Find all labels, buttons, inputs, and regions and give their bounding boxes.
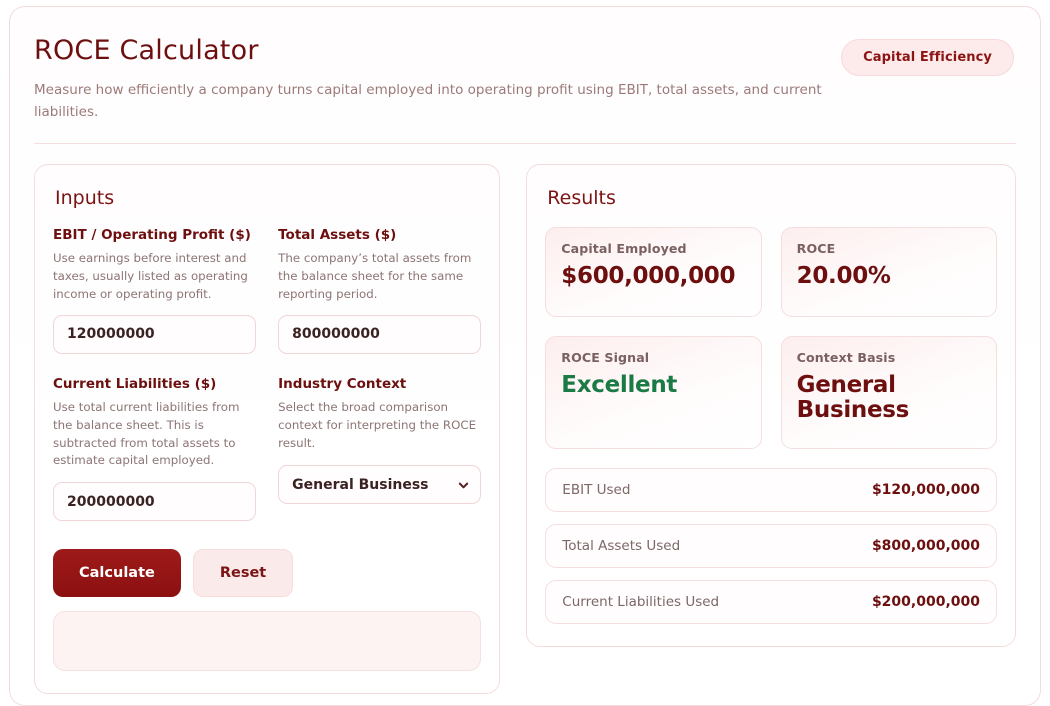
stat-roce-value: 20.00% [796, 262, 891, 289]
field-ebit: EBIT / Operating Profit ($) Use earnings… [53, 226, 257, 358]
results-panel: Results Capital Employed $600,000,000 RO… [526, 163, 1016, 647]
results-heading: Results [547, 186, 616, 209]
field-total-assets: Total Assets ($) The company’s total ass… [278, 226, 482, 358]
stat-capital-employed-label: Capital Employed [561, 240, 687, 256]
field-current-liabilities-help: Use total current liabilities from the b… [53, 400, 240, 468]
inputs-heading: Inputs [55, 186, 115, 209]
field-total-assets-help: The company’s total assets from the bala… [278, 251, 472, 301]
current-liabilities-input[interactable] [53, 482, 257, 522]
inputs-grid: EBIT / Operating Profit ($) Use earnings… [53, 226, 482, 526]
ebit-input[interactable] [53, 314, 257, 354]
total-assets-input[interactable] [278, 314, 482, 354]
page-card: ROCE Calculator Measure how efficiently … [9, 6, 1041, 706]
industry-context-select-wrap: General Business [278, 465, 482, 505]
inputs-panel: Inputs EBIT / Operating Profit ($) Use e… [34, 163, 501, 695]
results-rows: EBIT Used $120,000,000 Total Assets Used… [545, 467, 997, 624]
notes-panel [53, 611, 482, 672]
table-row: EBIT Used $120,000,000 [545, 467, 997, 512]
main-columns: Inputs EBIT / Operating Profit ($) Use e… [34, 163, 1016, 695]
stat-roce: ROCE 20.00% [780, 226, 997, 317]
field-industry-context-label: Industry Context [278, 375, 407, 392]
row-value-total-assets-used: $800,000,000 [871, 537, 980, 554]
industry-context-select[interactable]: General Business [278, 465, 482, 505]
field-total-assets-label: Total Assets ($) [278, 226, 397, 243]
page-subtitle: Measure how efficiently a company turns … [34, 82, 822, 121]
field-industry-context-help: Select the broad comparison context for … [278, 400, 477, 450]
row-value-ebit-used: $120,000,000 [871, 481, 980, 498]
calculate-button[interactable]: Calculate [53, 549, 181, 598]
field-ebit-label: EBIT / Operating Profit ($) [53, 226, 251, 243]
row-label-ebit-used: EBIT Used [562, 481, 631, 498]
field-ebit-help: Use earnings before interest and taxes, … [53, 251, 248, 301]
page-title: ROCE Calculator [34, 35, 259, 66]
field-current-liabilities: Current Liabilities ($) Use total curren… [53, 375, 257, 526]
row-label-total-assets-used: Total Assets Used [562, 537, 681, 554]
stat-roce-signal-value: Excellent [561, 371, 678, 398]
field-current-liabilities-label: Current Liabilities ($) [53, 375, 217, 392]
results-stat-grid: Capital Employed $600,000,000 ROCE 20.00… [545, 226, 997, 449]
stat-context-basis: Context Basis General Business [780, 335, 997, 449]
reset-button[interactable]: Reset [192, 549, 294, 598]
stat-capital-employed-value: $600,000,000 [561, 262, 736, 289]
page-header: ROCE Calculator Measure how efficiently … [34, 35, 1016, 124]
header-divider [34, 142, 1016, 144]
stat-context-basis-label: Context Basis [796, 349, 896, 365]
stat-roce-signal: ROCE Signal Excellent [545, 335, 762, 449]
stat-roce-label: ROCE [796, 240, 836, 256]
inputs-actions: Calculate Reset [53, 549, 481, 598]
status-badge: Capital Efficiency [841, 39, 1014, 76]
table-row: Total Assets Used $800,000,000 [545, 523, 997, 568]
field-industry-context: Industry Context Select the broad compar… [278, 375, 482, 526]
stat-context-basis-value: General Business [796, 371, 910, 424]
stat-roce-signal-label: ROCE Signal [561, 349, 650, 365]
stat-capital-employed: Capital Employed $600,000,000 [545, 226, 762, 317]
